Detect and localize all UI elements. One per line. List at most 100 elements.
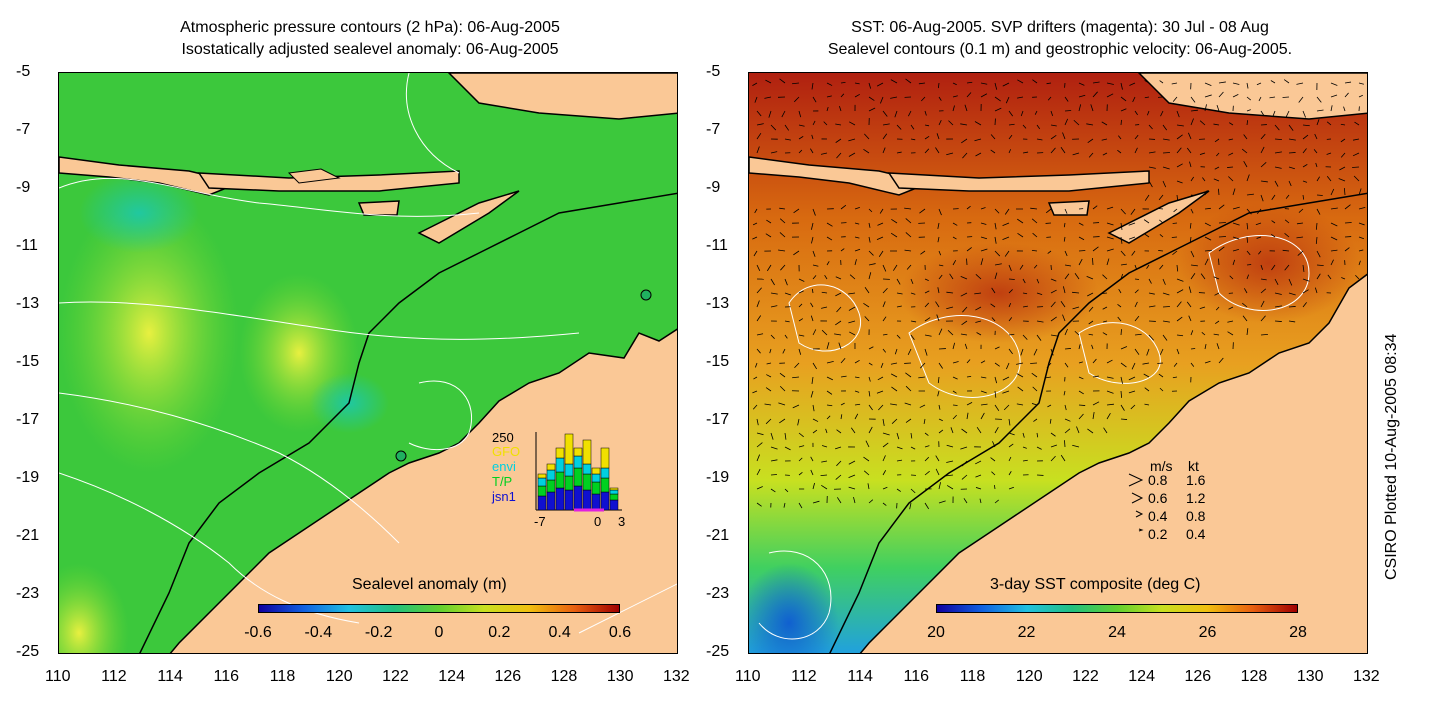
right-title-line2: Sealevel contours (0.1 m) and geostrophi… <box>827 41 1293 58</box>
velocity-legend-ms-3: 0.2 <box>1148 526 1168 542</box>
velocity-vector <box>1078 344 1081 350</box>
velocity-vector <box>835 276 842 280</box>
velocity-vector <box>1274 180 1279 187</box>
velocity-vector <box>924 456 930 462</box>
velocity-vector <box>1134 110 1138 116</box>
pressure-contour-6 <box>405 73 460 174</box>
velocity-vector <box>779 207 786 210</box>
velocity-vector <box>1008 456 1012 462</box>
left-colorbar-tick: 0.6 <box>608 624 632 641</box>
velocity-vector <box>1017 218 1024 224</box>
velocity-vector <box>779 218 786 224</box>
velocity-vector <box>812 404 815 412</box>
velocity-vector <box>1031 372 1038 378</box>
velocity-vector <box>784 488 789 493</box>
velocity-vector <box>784 432 787 440</box>
tide-gauge-south <box>395 450 407 462</box>
velocity-vector <box>810 302 814 308</box>
velocity-vector <box>1330 82 1338 86</box>
velocity-vector <box>1302 110 1306 118</box>
velocity-vector <box>1120 82 1123 90</box>
velocity-vector <box>1120 222 1123 230</box>
velocity-vector <box>854 403 861 406</box>
velocity-vector <box>826 82 833 86</box>
velocity-vector <box>1134 348 1140 355</box>
velocity-vector <box>798 318 804 322</box>
australia-coast-sst <box>859 273 1367 653</box>
velocity-vector <box>836 497 842 504</box>
velocity-vector <box>991 287 996 294</box>
velocity-vector <box>896 124 902 130</box>
velocity-vector <box>826 95 832 98</box>
velocity-vector <box>882 333 888 336</box>
shelf-break-contour-sst <box>829 192 1367 653</box>
velocity-vector <box>1204 104 1207 112</box>
velocity-vector <box>1017 232 1024 238</box>
velocity-vector <box>1120 346 1128 350</box>
velocity-vector <box>1076 426 1080 434</box>
velocity-vector <box>1214 320 1220 324</box>
velocity-vector <box>1016 373 1024 378</box>
velocity-vector <box>1218 246 1225 252</box>
velocity-vector <box>1106 206 1114 210</box>
velocity-vector <box>1227 320 1234 323</box>
histogram-bar-segment <box>546 469 556 481</box>
histogram-bar-segment <box>600 491 610 511</box>
histogram-bar-segment <box>546 463 556 471</box>
velocity-vector <box>784 292 791 296</box>
velocity-vector <box>1330 236 1338 241</box>
velocity-vector <box>1316 208 1321 215</box>
velocity-vector <box>812 264 819 267</box>
velocity-vector <box>1050 455 1056 462</box>
velocity-vector <box>952 259 957 266</box>
landmass-north-sst <box>1137 73 1367 120</box>
velocity-vector <box>1343 106 1346 112</box>
velocity-vector <box>980 207 986 210</box>
velocity-vector <box>980 403 988 406</box>
right-colorbar-tick: 24 <box>1108 624 1126 641</box>
velocity-vector <box>1002 236 1010 240</box>
velocity-vector <box>854 376 860 379</box>
velocity-vector <box>1016 403 1024 406</box>
velocity-vector <box>1106 222 1114 226</box>
velocity-vector <box>1120 250 1126 257</box>
velocity-vector <box>756 432 764 436</box>
velocity-vector <box>1050 278 1057 282</box>
velocity-vector <box>924 148 930 154</box>
velocity-vector <box>1190 118 1194 126</box>
velocity-vector <box>1213 276 1220 280</box>
histogram-xtick-zero: 0 <box>594 514 602 529</box>
velocity-vector <box>1188 132 1192 140</box>
velocity-vector <box>1064 418 1071 422</box>
right-y-tick-label: -15 <box>706 353 730 370</box>
velocity-vector <box>1302 134 1309 140</box>
velocity-vector <box>764 96 772 99</box>
velocity-vector <box>1092 205 1098 210</box>
velocity-vector <box>1243 288 1248 294</box>
histogram-source-gfo: GFO <box>492 444 521 459</box>
velocity-vector <box>966 375 972 378</box>
velocity-vector <box>1354 121 1360 126</box>
velocity-vector <box>770 292 778 295</box>
velocity-vector <box>854 259 857 266</box>
velocity-vector <box>994 236 997 244</box>
velocity-vector <box>848 460 856 465</box>
velocity-vector <box>966 412 969 420</box>
velocity-vector <box>1274 151 1282 154</box>
velocity-vector <box>920 96 926 102</box>
velocity-vector <box>1062 314 1066 322</box>
velocity-vector <box>1189 161 1192 168</box>
velocity-vector <box>1078 222 1084 226</box>
velocity-vector <box>834 333 842 336</box>
velocity-vector <box>1246 96 1252 101</box>
left-x-tick-label: 110 <box>45 668 71 685</box>
velocity-vector <box>1352 166 1360 168</box>
velocity-vector <box>1128 222 1136 226</box>
sealevel-anomaly-map-svg <box>59 73 677 653</box>
left-x-tick-label: 128 <box>550 668 578 685</box>
left-x-tick-label: 124 <box>438 668 465 685</box>
velocity-vector <box>784 138 791 141</box>
velocity-vector <box>1229 122 1234 126</box>
left-y-tick-label: -7 <box>16 121 31 138</box>
velocity-vector <box>960 275 968 280</box>
